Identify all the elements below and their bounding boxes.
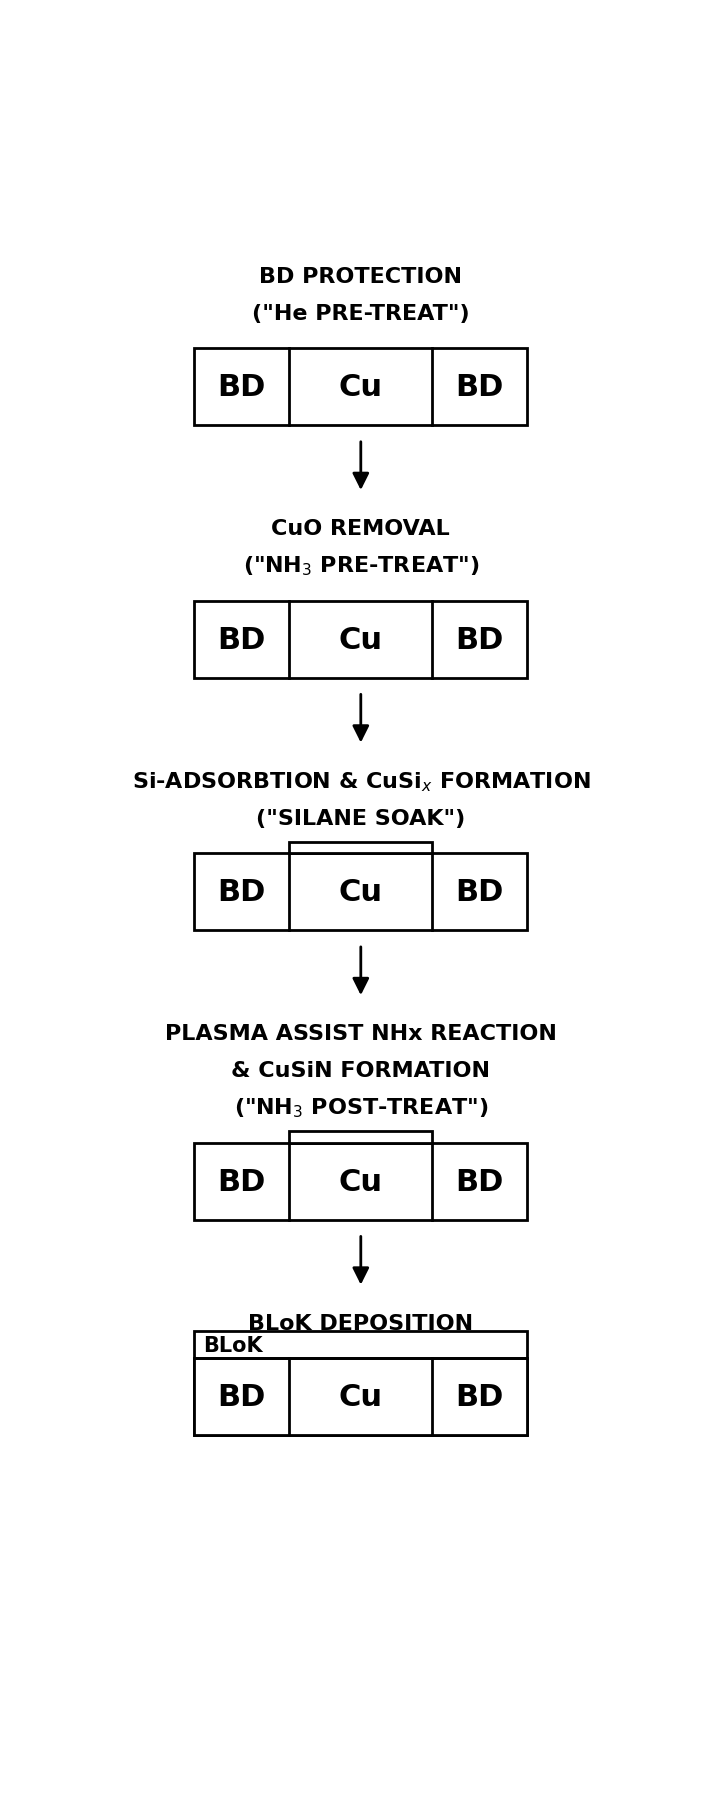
Text: ("NH$_3$ PRE-TREAT"): ("NH$_3$ PRE-TREAT") xyxy=(243,554,479,577)
Bar xyxy=(289,1131,432,1144)
Text: Cu: Cu xyxy=(339,1167,383,1196)
Text: BD: BD xyxy=(218,372,266,403)
Text: BLoK: BLoK xyxy=(203,1336,263,1356)
Text: Cu: Cu xyxy=(339,877,383,906)
Text: Cu: Cu xyxy=(339,626,383,654)
Bar xyxy=(289,841,432,854)
Text: BD: BD xyxy=(218,1167,266,1196)
Text: Cu: Cu xyxy=(339,372,383,403)
Text: & CuSiN FORMATION: & CuSiN FORMATION xyxy=(232,1061,490,1081)
Text: BD: BD xyxy=(455,626,504,654)
Bar xyxy=(194,601,527,678)
Bar xyxy=(194,854,527,931)
Text: Si-ADSORBTION & CuSi$_x$ FORMATION: Si-ADSORBTION & CuSi$_x$ FORMATION xyxy=(132,770,590,793)
Bar xyxy=(194,1144,527,1221)
Bar xyxy=(194,1332,527,1435)
Text: BD: BD xyxy=(218,1383,266,1411)
Text: BD: BD xyxy=(455,1383,504,1411)
Text: CuO REMOVAL: CuO REMOVAL xyxy=(272,520,450,539)
Bar xyxy=(194,1359,527,1435)
Text: PLASMA ASSIST NHx REACTION: PLASMA ASSIST NHx REACTION xyxy=(165,1023,557,1045)
Text: ("He PRE-TREAT"): ("He PRE-TREAT") xyxy=(252,304,470,324)
Text: BD: BD xyxy=(455,1167,504,1196)
Text: ("NH$_3$ POST-TREAT"): ("NH$_3$ POST-TREAT") xyxy=(234,1097,488,1120)
Text: BD: BD xyxy=(218,877,266,906)
Text: Cu: Cu xyxy=(339,1383,383,1411)
Bar xyxy=(194,349,527,426)
Text: BD: BD xyxy=(455,372,504,403)
Text: ("SILANE SOAK"): ("SILANE SOAK") xyxy=(256,809,465,829)
Text: BD PROTECTION: BD PROTECTION xyxy=(259,266,463,286)
Text: BLoK DEPOSITION: BLoK DEPOSITION xyxy=(249,1313,473,1332)
Text: BD: BD xyxy=(455,877,504,906)
Text: BD: BD xyxy=(218,626,266,654)
